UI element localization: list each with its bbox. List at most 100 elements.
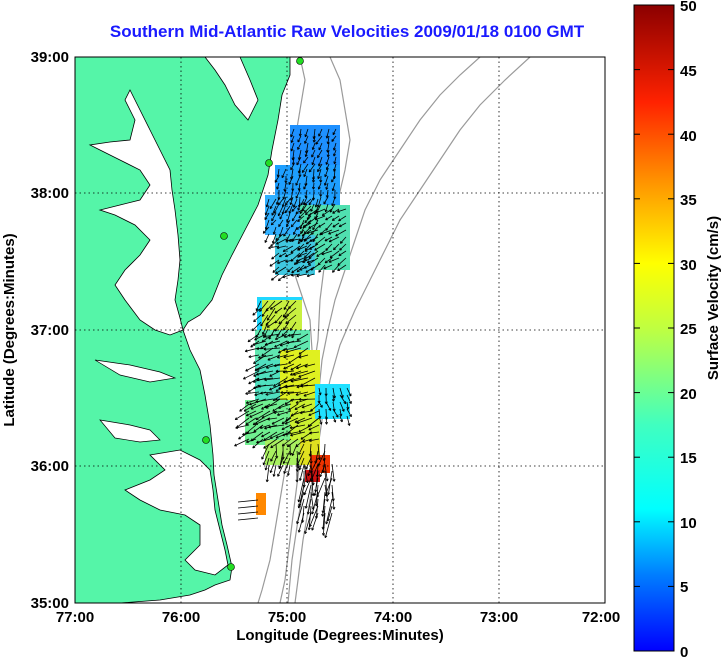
velocity-arrow-head (292, 219, 295, 222)
velocity-arrow-head (282, 371, 286, 374)
velocity-arrow (248, 354, 260, 358)
velocity-arrow-head (315, 205, 318, 208)
velocity-arrow-head (332, 188, 335, 192)
velocity-arrow (290, 377, 309, 382)
velocity-arrow-head (264, 344, 268, 346)
velocity-arrow-head (333, 498, 335, 502)
velocity-arrow (288, 300, 297, 309)
velocity-arrow-head (323, 202, 327, 205)
velocity-arrow (318, 222, 326, 228)
velocity-arrow (303, 182, 308, 190)
velocity-arrow-head (285, 386, 288, 389)
x-tick-label: 74:00 (374, 609, 412, 626)
velocity-arrow (237, 499, 259, 503)
velocity-arrow-head (266, 479, 269, 483)
velocity-arrow (331, 175, 336, 183)
velocity-arrow (295, 189, 301, 199)
velocity-arrow-head (298, 399, 302, 402)
velocity-arrow-head (291, 240, 295, 243)
velocity-arrow-head (278, 466, 282, 470)
y-tick-label: 35:00 (31, 595, 69, 612)
velocity-arrow (274, 307, 283, 314)
velocity-arrow (236, 417, 250, 428)
velocity-arrow-head (318, 271, 322, 273)
velocity-arrow (297, 250, 305, 258)
velocity-arrow (324, 257, 333, 264)
velocity-arrow (321, 250, 333, 255)
velocity-arrow-head (308, 527, 311, 531)
velocity-arrow-head (282, 434, 286, 437)
velocity-arrow-head (271, 223, 274, 226)
velocity-arrow-head (283, 357, 287, 359)
velocity-arrow (295, 175, 301, 186)
velocity-arrow (282, 438, 292, 447)
velocity-arrow (278, 219, 284, 227)
x-tick-label: 75:00 (268, 609, 306, 626)
velocity-arrow-head (278, 225, 282, 227)
velocity-arrow-head (298, 506, 301, 509)
x-tick-label: 77:00 (56, 609, 94, 626)
velocity-arrow-head (313, 482, 315, 486)
velocity-arrow-head (298, 452, 301, 455)
station-marker (227, 563, 235, 571)
velocity-arrow (338, 222, 347, 227)
velocity-arrow-head (253, 320, 257, 323)
velocity-arrow-head (287, 335, 291, 337)
velocity-arrow-head (266, 367, 269, 369)
velocity-arrow (271, 219, 277, 226)
velocity-arrow-head (325, 521, 329, 525)
velocity-arrow (260, 391, 274, 394)
velocity-arrow (279, 226, 284, 237)
velocity-arrow (304, 250, 312, 259)
velocity-arrow (246, 398, 260, 404)
velocity-arrow-head (285, 240, 289, 243)
velocity-arrow (306, 229, 319, 234)
velocity-arrow (332, 401, 335, 412)
velocity-arrow-head (328, 492, 331, 495)
velocity-arrow (346, 394, 352, 404)
velocity-arrow-head (313, 186, 316, 190)
velocity-arrow (305, 484, 312, 509)
velocity-arrow (332, 215, 340, 221)
velocity-arrow-head (258, 357, 261, 359)
velocity-arrow (335, 229, 347, 237)
velocity-arrow-head (295, 394, 299, 396)
velocity-arrow-head (291, 453, 295, 456)
velocity-arrow-head (320, 180, 323, 183)
velocity-arrow-head (333, 148, 336, 151)
delaware-bay (204, 57, 259, 121)
velocity-arrow (286, 340, 302, 344)
velocity-arrow (292, 149, 295, 161)
velocity-arrow (275, 233, 284, 241)
velocity-arrow (327, 135, 330, 144)
velocity-arrow (275, 266, 287, 274)
velocity-arrow (333, 243, 340, 251)
velocity-arrow-head (265, 467, 268, 471)
velocity-arrow (318, 415, 322, 425)
velocity-arrow (287, 266, 294, 273)
velocity-arrow-head (258, 385, 261, 388)
velocity-arrow-head (291, 149, 294, 152)
velocity-arrow-head (333, 248, 336, 251)
velocity-arrow (340, 236, 347, 244)
velocity-arrow-head (282, 456, 285, 460)
velocity-arrow (318, 128, 323, 137)
velocity-arrow (315, 236, 326, 245)
velocity-arrow-head (290, 400, 293, 402)
velocity-arrow (296, 273, 308, 277)
velocity-arrow (303, 168, 308, 177)
velocity-arrow (268, 424, 285, 428)
velocity-arrow-head (263, 463, 266, 466)
velocity-arrow (298, 491, 305, 509)
velocity-arrow-head (322, 514, 325, 517)
x-axis-label: Longitude (Degrees:Minutes) (236, 627, 444, 644)
velocity-arrow-head (326, 417, 329, 420)
velocity-arrow (304, 135, 309, 144)
velocity-arrow-head (296, 275, 300, 278)
velocity-arrow-head (311, 155, 314, 158)
velocity-arrow-head (287, 393, 290, 395)
velocity-arrow-head (304, 531, 308, 534)
velocity-arrow-head (325, 229, 329, 231)
velocity-arrow (281, 417, 292, 425)
velocity-arrow (263, 347, 281, 350)
